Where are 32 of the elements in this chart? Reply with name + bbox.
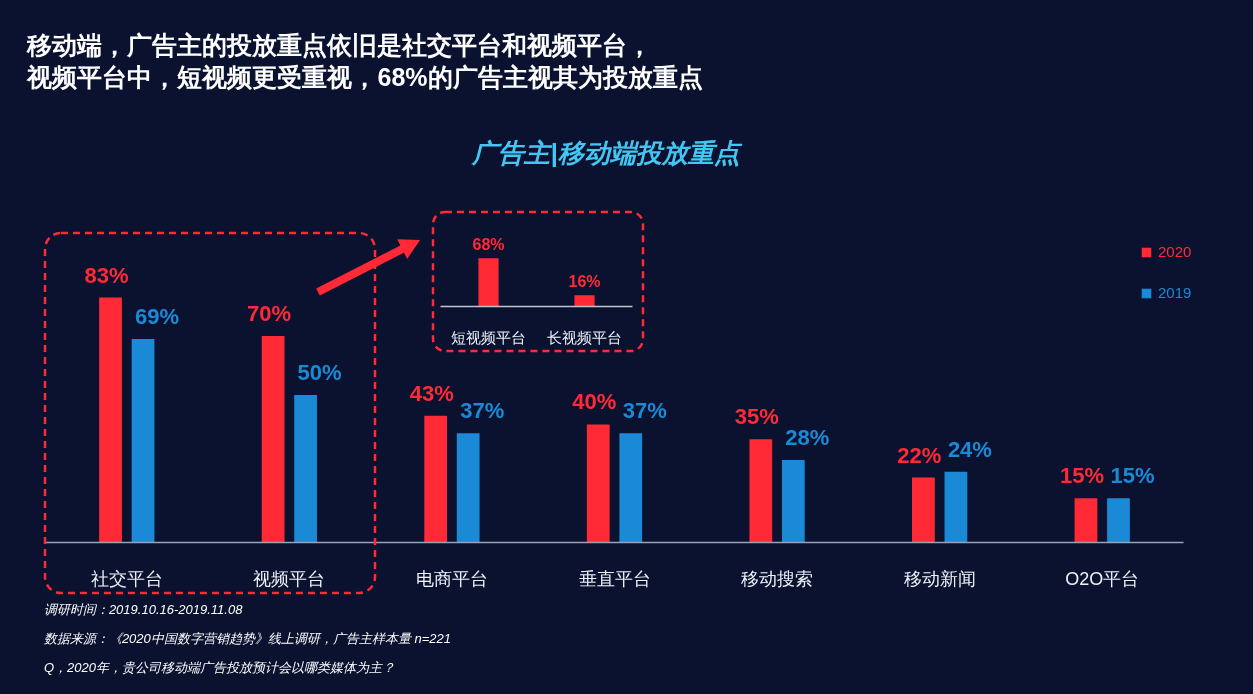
x-tick-label: 社交平台 — [90, 568, 163, 589]
chart-title: 移动端，广告主的投放重点依旧是社交平台和视频平台，视频平台中，短视频更受重视，68%的广告主视其为投放重点 — [26, 30, 703, 91]
x-tick-label: O2O平台 — [1065, 568, 1140, 589]
text: Q，2020年，贵公司移动端广告投放预计会以哪类媒体为主？ — [43, 660, 395, 675]
x-tick-label: 移动搜索 — [741, 568, 814, 589]
data-label: 15% — [1110, 463, 1155, 489]
data-label: 69% — [135, 303, 180, 329]
data-label: 28% — [785, 424, 830, 450]
x-tick-label: 移动新闻 — [903, 568, 976, 589]
data-label: 24% — [947, 436, 992, 462]
data-label: 37% — [622, 398, 667, 424]
source-note: 数据来源：《2020中国数字营销趋势》线上调研，广告主样本量 n=221 — [43, 631, 451, 646]
x-tick-label: 视频平台 — [253, 568, 326, 589]
data-label: 70% — [247, 300, 292, 326]
legend-label: 2020 — [1158, 243, 1192, 260]
legend-label: 2019 — [1158, 284, 1192, 301]
x-tick-label: 电商平台 — [415, 568, 488, 589]
data-label: 68% — [472, 236, 505, 254]
x-tick-label: 垂直平台 — [578, 568, 651, 589]
text: 调研时间：2019.10.16-2019.11.08 — [43, 602, 244, 617]
data-label: 37% — [460, 398, 505, 424]
data-label: 43% — [409, 380, 454, 406]
data-label: 83% — [84, 262, 129, 288]
data-label: 50% — [297, 359, 342, 385]
x-tick-label: 长视频平台 — [547, 328, 622, 346]
chart-subtitle: 广告主|移动端投放重点 — [470, 137, 743, 168]
data-label: 15% — [1059, 463, 1104, 489]
data-label: 22% — [897, 442, 942, 468]
data-label: 40% — [572, 389, 617, 415]
data-label: 35% — [734, 404, 779, 430]
data-label: 16% — [568, 273, 601, 291]
x-tick-label: 短视频平台 — [451, 328, 526, 346]
